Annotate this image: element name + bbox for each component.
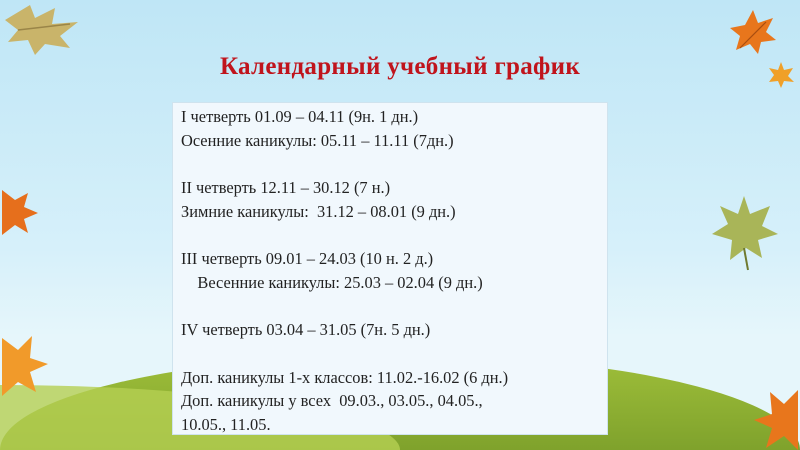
schedule-box: I четверть 01.09 – 04.11 (9н. 1 дн.) Осе… xyxy=(172,102,608,435)
schedule-line: Доп. каникулы у всех 09.03., 03.05., 04.… xyxy=(181,391,483,411)
schedule-line: I четверть 01.09 – 04.11 (9н. 1 дн.) xyxy=(181,107,419,126)
schedule-line: Зимние каникулы: 31.12 – 08.01 (9 дн.) xyxy=(181,201,456,221)
leaf-bottom-left-icon xyxy=(2,336,48,396)
schedule-line-blank xyxy=(181,295,599,319)
leaf-bottom-right-icon xyxy=(754,390,798,450)
schedule-line: 10.05., 11.05. xyxy=(181,414,271,434)
schedule-line: Доп. каникулы 1-х классов: 11.02.-16.02 … xyxy=(181,367,509,387)
slide-title: Календарный учебный график xyxy=(219,53,581,80)
leaf-small-right-icon xyxy=(769,62,794,88)
schedule-line: IV четверть 03.04 – 31.05 (7н. 5 дн.) xyxy=(181,320,431,340)
leaf-right-green-icon xyxy=(712,196,778,271)
schedule-line: Весенние каникулы: 25.03 – 02.04 (9 дн.) xyxy=(181,272,483,292)
leaf-left-icon xyxy=(2,190,38,235)
schedule-line: Осенние каникулы: 05.11 – 11.11 (7дн.) xyxy=(181,130,454,150)
schedule-line: III четверть 09.01 – 24.03 (10 н. 2 д.) xyxy=(181,249,434,269)
schedule-line-blank xyxy=(181,152,599,176)
schedule-line: II четверть 12.11 – 30.12 (7 н.) xyxy=(181,178,391,198)
schedule-line-blank xyxy=(181,223,599,247)
leaf-top-right-icon xyxy=(730,10,776,54)
schedule-line-blank xyxy=(181,342,599,366)
leaf-top-left-icon xyxy=(5,5,78,55)
